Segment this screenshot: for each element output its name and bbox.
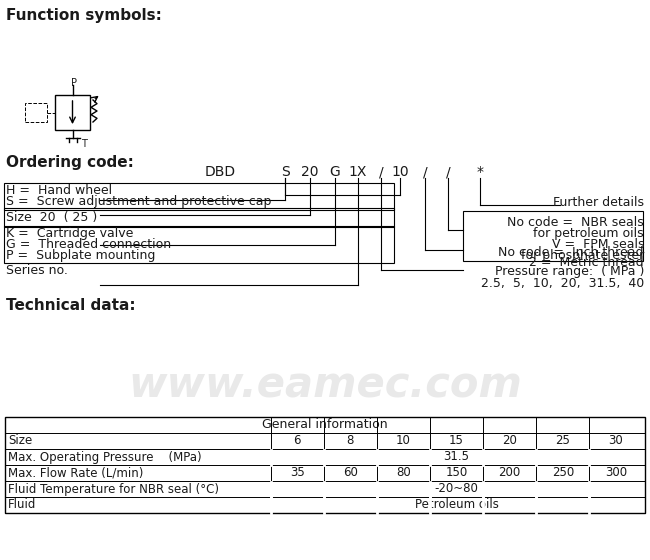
Text: 2.5,  5,  10,  20,  31.5,  40: 2.5, 5, 10, 20, 31.5, 40 bbox=[481, 277, 644, 290]
Text: 200: 200 bbox=[499, 466, 521, 479]
Text: /: / bbox=[422, 165, 427, 179]
Bar bbox=[4, 183, 394, 210]
Text: 150: 150 bbox=[445, 466, 467, 479]
Text: S: S bbox=[281, 165, 289, 179]
Text: Technical data:: Technical data: bbox=[6, 298, 136, 313]
Text: 15: 15 bbox=[449, 435, 464, 447]
Text: DBD: DBD bbox=[205, 165, 235, 179]
Text: 300: 300 bbox=[604, 466, 627, 479]
Bar bbox=[25, 103, 47, 122]
Text: V =  FPM seals: V = FPM seals bbox=[551, 237, 644, 250]
Text: T: T bbox=[81, 139, 87, 149]
Text: P: P bbox=[70, 78, 77, 88]
Text: 60: 60 bbox=[343, 466, 358, 479]
Text: 80: 80 bbox=[396, 466, 411, 479]
Text: 20: 20 bbox=[502, 435, 517, 447]
Text: No code =  Inch thread: No code = Inch thread bbox=[499, 245, 644, 259]
Text: 1X: 1X bbox=[349, 165, 367, 179]
Bar bbox=[5, 417, 645, 513]
Text: www.eamec.com: www.eamec.com bbox=[128, 364, 522, 406]
Text: 30: 30 bbox=[608, 435, 623, 447]
Text: /: / bbox=[446, 165, 450, 179]
Text: Size: Size bbox=[8, 435, 32, 447]
Bar bbox=[4, 226, 394, 263]
Text: Ordering code:: Ordering code: bbox=[6, 155, 134, 170]
Text: K =  Cartridge valve: K = Cartridge valve bbox=[6, 227, 133, 240]
Text: Pressure range:  ( MPa ): Pressure range: ( MPa ) bbox=[495, 265, 644, 278]
Text: G: G bbox=[330, 165, 341, 179]
Text: 25: 25 bbox=[555, 435, 570, 447]
Text: P =  Subplate mounting: P = Subplate mounting bbox=[6, 250, 155, 263]
Bar bbox=[463, 211, 643, 261]
Text: 2 =  Metric thread: 2 = Metric thread bbox=[529, 256, 644, 269]
Text: Max. Operating Pressure    (MPa): Max. Operating Pressure (MPa) bbox=[8, 450, 202, 464]
Bar bbox=[4, 208, 394, 227]
Text: 20: 20 bbox=[301, 165, 318, 179]
Text: -20~80: -20~80 bbox=[435, 483, 478, 496]
Text: *: * bbox=[476, 165, 484, 179]
Text: 250: 250 bbox=[552, 466, 574, 479]
Text: Petroleum oils: Petroleum oils bbox=[415, 498, 499, 511]
Text: /: / bbox=[379, 165, 384, 179]
Text: S =  Screw adjustment and protective cap: S = Screw adjustment and protective cap bbox=[6, 195, 272, 208]
Text: Max. Flow Rate (L/min): Max. Flow Rate (L/min) bbox=[8, 466, 144, 479]
Text: for phosphate ester: for phosphate ester bbox=[521, 249, 644, 262]
Text: 31.5: 31.5 bbox=[443, 450, 469, 464]
Text: H =  Hand wheel: H = Hand wheel bbox=[6, 184, 112, 197]
Text: Size  20  ( 25 ): Size 20 ( 25 ) bbox=[6, 212, 97, 225]
Text: G =  Threaded connection: G = Threaded connection bbox=[6, 239, 171, 251]
Text: 35: 35 bbox=[290, 466, 305, 479]
Text: for petroleum oils: for petroleum oils bbox=[534, 226, 644, 240]
Text: Fluid Temperature for NBR seal (°C): Fluid Temperature for NBR seal (°C) bbox=[8, 483, 219, 496]
Text: Further details: Further details bbox=[553, 195, 644, 208]
Text: 10: 10 bbox=[391, 165, 409, 179]
Bar bbox=[55, 95, 90, 130]
Text: 8: 8 bbox=[346, 435, 354, 447]
Text: Fluid: Fluid bbox=[8, 498, 36, 511]
Text: 6: 6 bbox=[293, 435, 301, 447]
Text: Function symbols:: Function symbols: bbox=[6, 8, 162, 23]
Text: Series no.: Series no. bbox=[6, 264, 68, 277]
Text: 10: 10 bbox=[396, 435, 411, 447]
Text: No code =  NBR seals: No code = NBR seals bbox=[507, 216, 644, 228]
Text: General information: General information bbox=[262, 418, 388, 432]
